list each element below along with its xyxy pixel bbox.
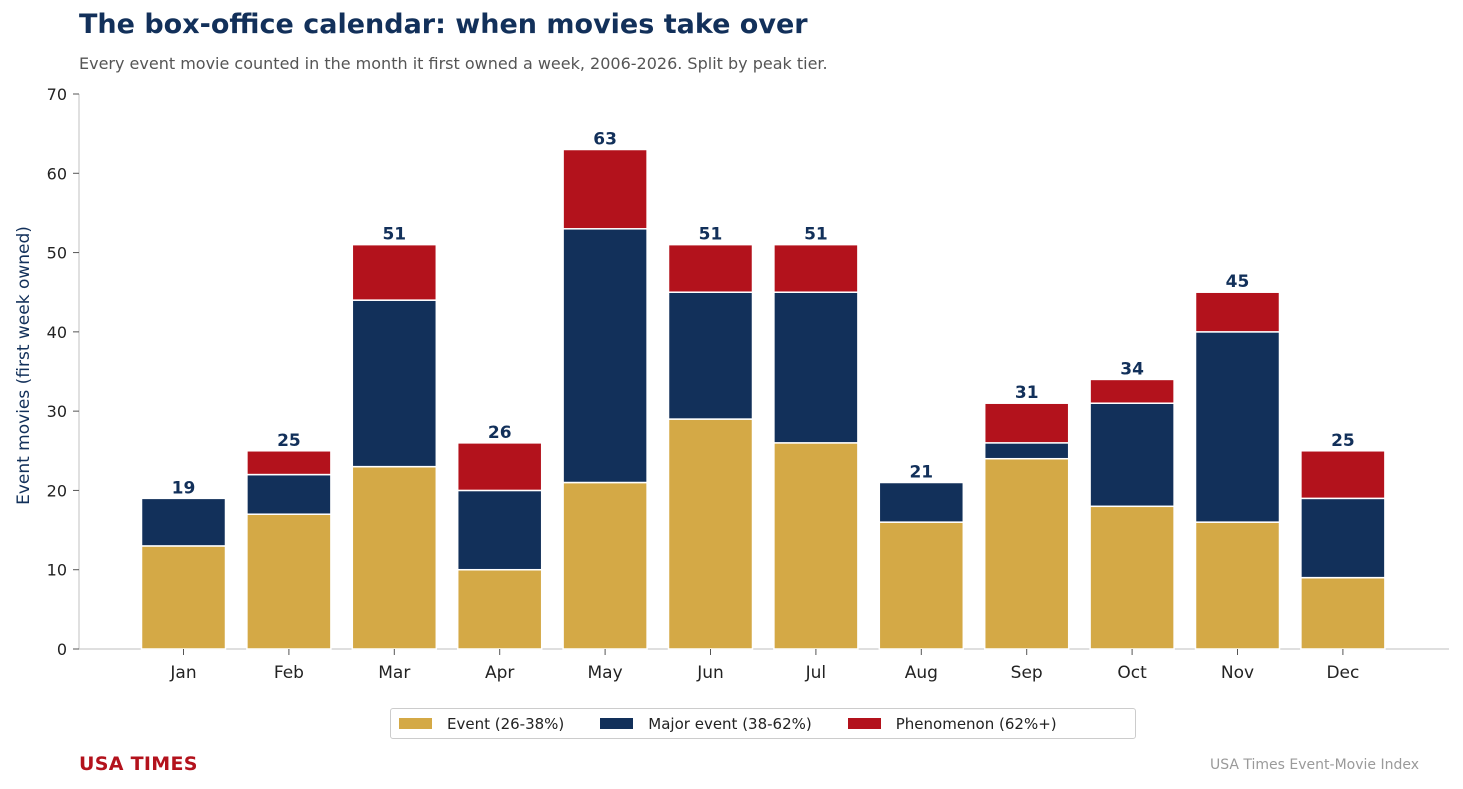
x-tick-label-apr: Apr [485, 663, 514, 683]
bar-event-jun [667, 418, 754, 650]
bar-phenomenon-dec [1300, 450, 1386, 500]
source-note: USA Times Event-Movie Index [1209, 757, 1419, 773]
x-tick-label-aug: Aug [905, 663, 938, 683]
bar-event-jul [773, 442, 859, 650]
legend-label-phenomenon: Phenomenon (62%+) [895, 714, 1057, 733]
bar-major-event-aug [878, 481, 965, 523]
bar-event-nov [1194, 521, 1281, 650]
stacked-bar-chart: 0 10 20 30 40 50 60 70 Event movies (first week … [14, 85, 1449, 683]
bar-total-label-jun: 51 [699, 225, 723, 245]
y-tick-label: 70 [47, 85, 67, 104]
bar-major-event-sep [983, 442, 1070, 460]
bar-event-feb [246, 513, 332, 650]
bar-major-event-feb [246, 473, 332, 515]
legend-swatch-event [399, 718, 432, 729]
bar-major-event-jan [140, 497, 227, 547]
bar-phenomenon-jul [773, 243, 859, 293]
x-tick-label-dec: Dec [1326, 663, 1359, 683]
y-axis-label: Event movies (first week owned) [14, 226, 34, 505]
bar-major-event-mar [351, 299, 438, 468]
bar-major-event-nov [1194, 331, 1281, 523]
bar-phenomenon-oct [1089, 378, 1175, 404]
x-tick-label-jun: Jun [696, 663, 724, 683]
bar-event-aug [878, 521, 965, 650]
bar-major-event-apr [456, 489, 543, 571]
chart-title: The box-office calendar: when movies tak… [79, 9, 808, 40]
bar-phenomenon-jun [667, 243, 754, 293]
x-tick-label-jul: Jul [805, 663, 827, 683]
bar-major-event-jun [667, 291, 754, 420]
bar-total-label-apr: 26 [488, 423, 512, 443]
y-tick-label: 10 [47, 561, 67, 580]
bar-event-may [562, 481, 648, 650]
legend-item-phenomenon: Phenomenon (62%+) [847, 714, 1057, 733]
bar-event-dec [1300, 576, 1386, 650]
bar-phenomenon-may [562, 148, 648, 230]
y-tick-label: 30 [47, 402, 67, 421]
bar-total-label-nov: 45 [1226, 272, 1250, 292]
legend-item-event: Event (26-38%) [399, 715, 564, 733]
bar-phenomenon-sep [983, 402, 1070, 444]
bar-phenomenon-apr [456, 442, 543, 492]
bar-total-label-mar: 51 [382, 225, 406, 245]
legend-swatch-major-event [600, 718, 634, 729]
legend-item-major-event: Major event (38-62%) [600, 714, 812, 733]
bar-event-sep [983, 457, 1070, 650]
x-tick-label-nov: Nov [1221, 663, 1254, 683]
bar-major-event-may [562, 228, 648, 484]
bar-total-label-jan: 19 [172, 478, 196, 498]
bar-major-event-dec [1300, 497, 1386, 579]
y-tick-label: 20 [47, 481, 67, 500]
x-tick-label-oct: Oct [1117, 663, 1147, 683]
chart-legend: Event (26-38%) Major event (38-62%) Phen… [390, 708, 1136, 739]
bar-event-apr [456, 568, 543, 650]
bar-total-label-may: 63 [593, 130, 617, 150]
y-tick-label: 40 [47, 323, 67, 342]
bar-total-label-feb: 25 [277, 431, 301, 451]
bar-phenomenon-mar [351, 243, 438, 301]
bar-phenomenon-feb [246, 450, 332, 476]
legend-label-major-event: Major event (38-62%) [648, 714, 812, 733]
bar-phenomenon-nov [1194, 291, 1281, 333]
legend-swatch-phenomenon [847, 718, 881, 729]
bar-major-event-oct [1089, 402, 1175, 508]
y-tick-label: 60 [47, 164, 67, 183]
x-tick-label-feb: Feb [274, 663, 304, 683]
x-tick-label-mar: Mar [378, 663, 410, 683]
bar-event-mar [351, 465, 438, 650]
y-tick-label: 0 [57, 640, 67, 659]
brand-logo-text: USA TIMES [79, 753, 198, 775]
x-tick-label-jan: Jan [169, 663, 196, 683]
bar-total-label-aug: 21 [909, 463, 933, 483]
bar-event-oct [1089, 505, 1175, 650]
bar-total-label-jul: 51 [804, 225, 828, 245]
bar-total-label-dec: 25 [1331, 431, 1355, 451]
y-tick-label: 50 [47, 244, 67, 263]
chart-subtitle: Every event movie counted in the month i… [79, 54, 828, 73]
bar-total-label-oct: 34 [1120, 359, 1144, 379]
bar-total-label-sep: 31 [1015, 383, 1039, 403]
x-tick-label-sep: Sep [1011, 663, 1043, 683]
legend-label-event: Event (26-38%) [447, 714, 565, 733]
bar-major-event-jul [773, 291, 859, 444]
bar-event-jan [140, 545, 227, 650]
x-tick-label-may: May [588, 663, 623, 683]
